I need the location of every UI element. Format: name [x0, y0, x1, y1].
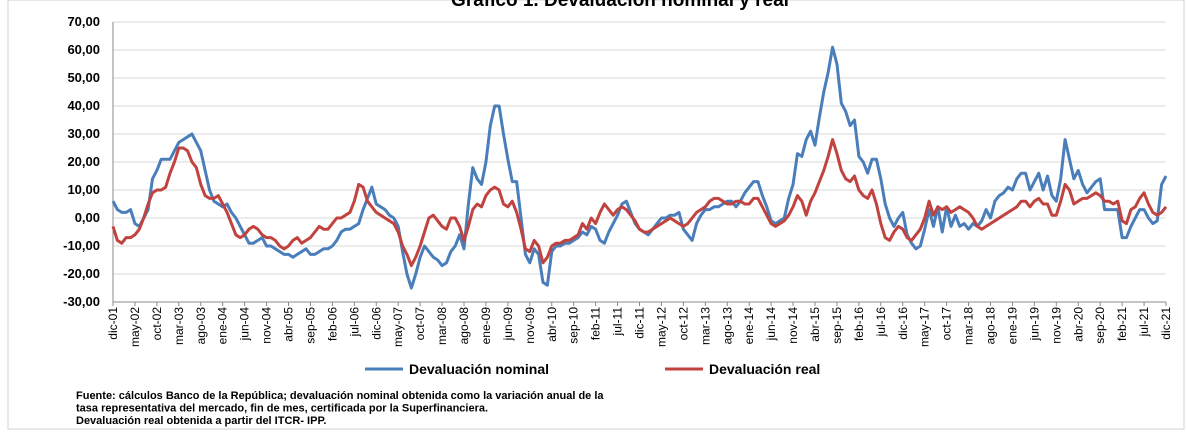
y-tick-label: 20,00 [67, 154, 100, 169]
x-tick-label: jun-14 [764, 307, 778, 342]
y-tick-label: 40,00 [67, 98, 100, 113]
x-tick-label: ene-09 [479, 307, 493, 345]
x-tick-label: sep-15 [830, 307, 844, 344]
x-tick-label: dic-01 [106, 307, 120, 340]
x-tick-label: ago-08 [457, 307, 471, 345]
x-tick-label: sep-05 [303, 307, 317, 344]
x-tick-label: sep-10 [567, 307, 581, 344]
x-tick-label: oct-17 [940, 307, 954, 341]
x-tick-label: may-02 [128, 307, 142, 347]
series-line [111, 45, 1168, 290]
y-tick-label: -30,00 [63, 294, 100, 309]
chart-title: Gráfico 1. Devaluación nominal y real [451, 0, 789, 11]
y-tick-label: -20,00 [63, 266, 100, 281]
x-tick-label: jul-16 [874, 307, 888, 338]
x-tick-label: ago-03 [194, 307, 208, 345]
x-tick-label: mar-18 [962, 307, 976, 345]
legend-label: Devaluación nominal [409, 361, 549, 377]
x-tick-label: dic-06 [369, 307, 383, 340]
x-tick-label: dic-16 [896, 307, 910, 340]
x-tick-label: nov-04 [260, 307, 274, 344]
x-tick-label: abr-10 [545, 307, 559, 342]
x-tick-label: oct-12 [676, 307, 690, 341]
x-tick-label: ago-18 [984, 307, 998, 345]
x-tick-label: oct-07 [413, 307, 427, 341]
x-tick-label: jul-06 [347, 307, 361, 338]
x-tick-label: ago-13 [720, 307, 734, 345]
x-tick-label: mar-13 [698, 307, 712, 345]
source-note: Devaluación real obtenida a partir del I… [76, 415, 326, 427]
x-tick-label: jul-11 [611, 307, 625, 337]
y-tick-label: 30,00 [67, 126, 100, 141]
x-tick-label: feb-21 [1115, 307, 1129, 341]
y-tick-label: 70,00 [67, 14, 100, 29]
x-tick-label: may-17 [918, 307, 932, 347]
x-tick-label: ene-19 [1005, 307, 1019, 345]
y-tick-label: -10,00 [63, 238, 100, 253]
source-note: tasa representativa del mercado, fin de … [76, 403, 488, 415]
x-tick-label: ene-04 [216, 307, 230, 345]
y-tick-label: 60,00 [67, 42, 100, 57]
x-tick-label: dic-11 [633, 307, 647, 339]
legend-label: Devaluación real [709, 361, 820, 377]
x-tick-label: jun-09 [501, 307, 515, 342]
x-tick-label: mar-03 [172, 307, 186, 345]
x-tick-label: abr-20 [1071, 307, 1085, 342]
x-tick-label: nov-19 [1049, 307, 1063, 344]
series-line [111, 138, 1168, 268]
y-tick-label: 0,00 [75, 210, 100, 225]
x-tick-label: feb-06 [325, 307, 339, 341]
y-tick-label: 50,00 [67, 70, 100, 85]
x-tick-label: nov-14 [786, 307, 800, 344]
x-tick-label: abr-15 [808, 307, 822, 342]
y-tick-label: 10,00 [67, 182, 100, 197]
x-tick-label: jul-21 [1137, 307, 1151, 338]
x-tick-label: nov-09 [523, 307, 537, 344]
x-tick-label: jun-04 [238, 307, 252, 342]
x-tick-label: feb-16 [852, 307, 866, 341]
x-tick-label: feb-11 [589, 307, 603, 340]
source-note: Fuente: cálculos Banco de la República; … [76, 390, 604, 402]
x-tick-label: may-07 [391, 307, 405, 347]
x-tick-label: may-12 [654, 307, 668, 347]
x-tick-label: mar-08 [435, 307, 449, 345]
x-tick-label: sep-20 [1093, 307, 1107, 344]
x-tick-label: dic-21 [1159, 307, 1173, 340]
x-tick-label: ene-14 [742, 307, 756, 345]
x-tick-label: jun-19 [1027, 307, 1041, 342]
x-tick-label: abr-05 [282, 307, 296, 342]
chart-frame [7, 0, 1185, 430]
x-tick-label: oct-02 [150, 307, 164, 341]
